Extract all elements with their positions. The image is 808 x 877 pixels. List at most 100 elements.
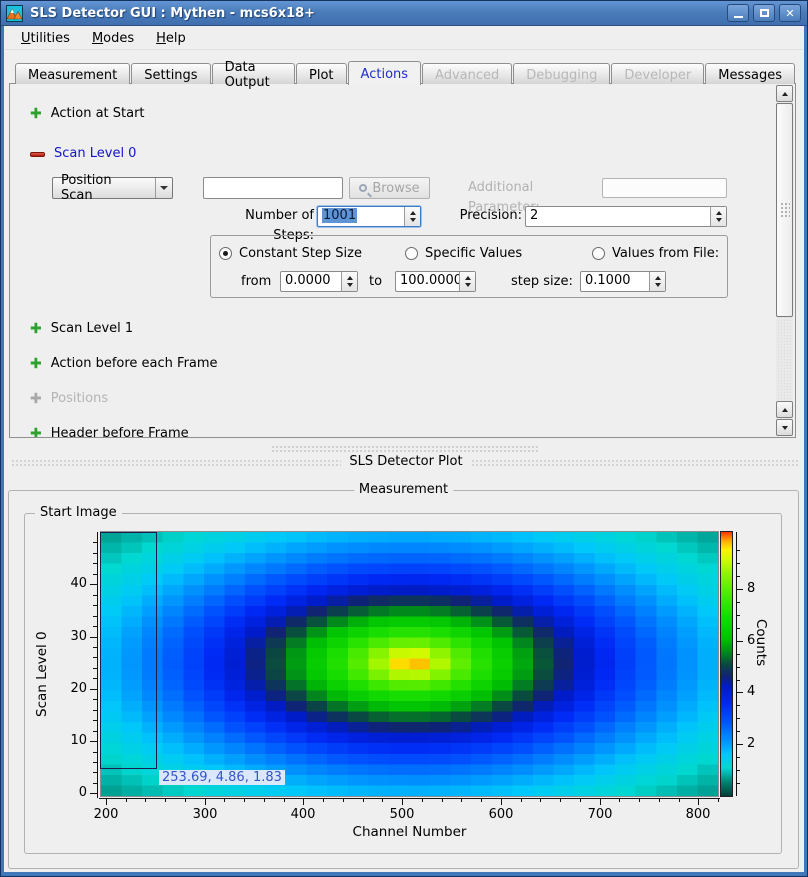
scan-level-1-row[interactable]: ✚ Scan Level 1	[30, 320, 133, 337]
spin-buttons[interactable]	[710, 207, 726, 226]
tab-settings[interactable]: Settings	[131, 63, 210, 84]
colorbar-minor-tick	[736, 680, 740, 681]
header-before-frame-row[interactable]: ✚ Header before Frame	[30, 425, 189, 438]
maximize-button[interactable]	[753, 4, 775, 22]
minimize-button[interactable]	[727, 4, 749, 22]
x-minor-tick	[224, 798, 225, 802]
x-minor-tick	[126, 798, 127, 802]
y-minor-tick	[93, 731, 97, 732]
number-of-steps-spinbox[interactable]: 1001	[317, 206, 421, 227]
action-at-start-row[interactable]: ✚ Action at Start	[30, 105, 145, 122]
dock-handle-dots-right	[471, 459, 799, 466]
number-of-steps-label: Number of Steps:	[202, 206, 314, 226]
menu-help[interactable]: Help	[147, 29, 195, 48]
scroll-up-button-2[interactable]	[776, 401, 793, 418]
scroll-down-button[interactable]	[776, 419, 793, 436]
tab-actions[interactable]: Actions	[348, 61, 422, 85]
positions-label: Positions	[51, 391, 108, 406]
tab-messages[interactable]: Messages	[705, 63, 795, 84]
constant-step-size-radio[interactable]: Constant Step Size	[219, 245, 362, 261]
x-minor-tick	[540, 798, 541, 802]
scroll-up-button[interactable]	[776, 85, 793, 102]
x-minor-tick	[619, 798, 620, 802]
plot-dock-title: SLS Detector Plot	[341, 454, 471, 469]
heatmap-canvas[interactable]	[101, 532, 718, 796]
colorbar-minor-tick	[736, 757, 740, 758]
step-size-spinbox[interactable]: 0.1000	[580, 271, 666, 292]
vertical-scrollbar[interactable]	[776, 85, 793, 436]
minimize-icon	[734, 16, 743, 18]
menu-utilities[interactable]: Utilities	[12, 29, 79, 48]
tab-measurement[interactable]: Measurement	[15, 63, 130, 84]
x-tick-label: 700	[580, 807, 620, 822]
x-minor-tick	[639, 798, 640, 802]
splitter-handle[interactable]	[271, 445, 539, 452]
measurement-group-title: Measurement	[354, 482, 453, 497]
scrollbar-thumb[interactable]	[776, 103, 793, 317]
specific-values-radio[interactable]: Specific Values	[405, 245, 522, 261]
scan-level-0-row[interactable]: Scan Level 0	[30, 145, 136, 162]
scan-mode-combobox[interactable]: Position Scan	[52, 177, 173, 199]
thumb-grip-icon	[780, 202, 790, 219]
spin-buttons[interactable]	[404, 207, 420, 226]
radio-selected-icon	[219, 247, 232, 260]
spin-up-icon	[347, 276, 353, 280]
y-minor-tick	[93, 647, 97, 648]
y-minor-tick	[93, 762, 97, 763]
x-minor-tick	[718, 798, 719, 802]
from-spinbox[interactable]: 0.0000	[280, 271, 358, 292]
y-tick-label: 40	[61, 576, 87, 591]
colorbar-frame	[720, 531, 733, 797]
to-spinbox[interactable]: 100.0000	[395, 271, 476, 292]
colorbar-tick	[736, 692, 743, 693]
close-button[interactable]: ✕	[779, 4, 801, 22]
x-axis-title: Channel Number	[101, 824, 718, 840]
specific-values-label: Specific Values	[425, 246, 522, 261]
colorbar-tick	[736, 589, 743, 590]
window-titlebar[interactable]: SLS Detector GUI : Mythen - mcs6x18+ ✕	[1, 1, 807, 26]
y-tick	[90, 689, 97, 690]
y-minor-tick	[93, 553, 97, 554]
x-minor-tick	[382, 798, 383, 802]
y-minor-tick	[93, 752, 97, 753]
x-minor-tick	[284, 798, 285, 802]
y-tick-label: 0	[61, 785, 87, 800]
colorbar-title: Counts	[753, 619, 769, 711]
values-from-file-label: Values from File:	[612, 246, 719, 261]
scan-level-0-label: Scan Level 0	[54, 146, 136, 161]
spin-up-icon	[410, 211, 416, 215]
browse-button-label: Browse	[372, 181, 419, 196]
menu-modes[interactable]: Modes	[83, 29, 143, 48]
y-minor-tick	[93, 616, 97, 617]
maximize-icon	[760, 9, 769, 17]
y-tick-label: 10	[61, 733, 87, 748]
colorbar-tick-label: 8	[747, 581, 767, 596]
x-minor-tick	[580, 798, 581, 802]
y-minor-tick	[93, 783, 97, 784]
tab-data-output[interactable]: Data Output	[212, 63, 295, 84]
colorbar-tick	[736, 641, 743, 642]
values-from-file-radio[interactable]: Values from File:	[592, 245, 719, 261]
y-minor-tick	[93, 668, 97, 669]
colorbar-tick-label: 2	[747, 736, 767, 751]
to-label: to	[369, 272, 382, 292]
x-tick	[501, 798, 502, 805]
from-value: 0.0000	[281, 272, 341, 291]
header-before-frame-label: Header before Frame	[51, 426, 189, 438]
tab-plot[interactable]: Plot	[296, 63, 347, 84]
colorbar-minor-tick	[736, 602, 740, 603]
scan-script-input[interactable]	[203, 177, 343, 199]
colorbar-minor-tick	[736, 705, 740, 706]
y-tick	[90, 793, 97, 794]
actions-tab-pane: ✚ Action at Start Scan Level 0 Position …	[9, 83, 796, 438]
precision-label: Precision:	[450, 206, 522, 226]
x-tick-label: 600	[481, 807, 521, 822]
precision-spinbox[interactable]: 2	[525, 206, 727, 227]
precision-value: 2	[526, 207, 710, 226]
spin-buttons[interactable]	[459, 272, 475, 291]
spin-buttons[interactable]	[341, 272, 357, 291]
colorbar-minor-tick	[736, 628, 740, 629]
expand-plus-icon: ✚	[30, 322, 42, 336]
action-before-each-frame-row[interactable]: ✚ Action before each Frame	[30, 355, 218, 372]
spin-buttons[interactable]	[649, 272, 665, 291]
